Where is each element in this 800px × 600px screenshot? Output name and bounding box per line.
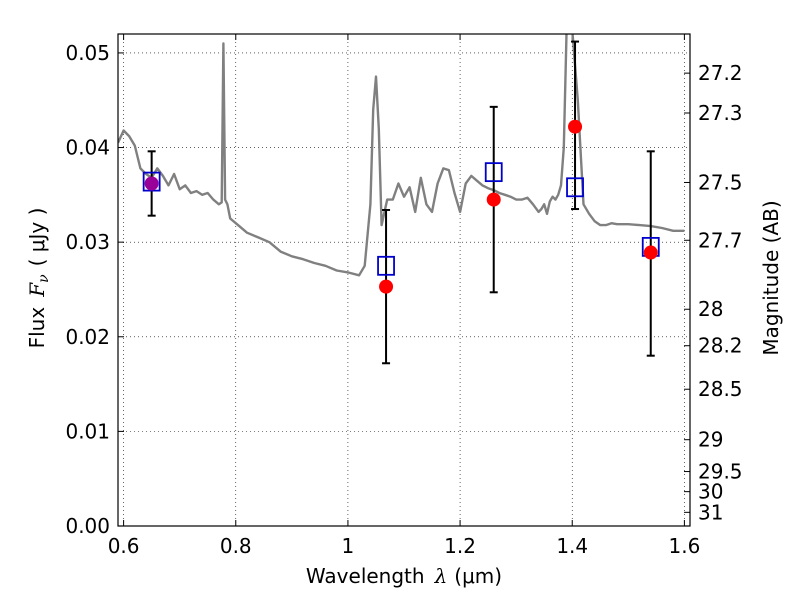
magnitude-tick-label: 30 <box>698 480 723 504</box>
y-tick-label: 0.00 <box>65 514 110 538</box>
x-axis-title: Wavelength λ (μm) <box>306 564 502 588</box>
model-photometry-square <box>566 177 584 198</box>
y-tick-label: 0.01 <box>65 419 110 443</box>
x-tick-label: 1 <box>342 534 355 558</box>
grid-lines <box>118 34 690 527</box>
x-tick-label: 0.6 <box>108 534 140 558</box>
observed-flux-point <box>144 176 159 191</box>
magnitude-axis-title: Magnitude (AB) <box>759 200 783 355</box>
model-spectrum-line <box>118 34 685 277</box>
x-tick-label: 1.4 <box>556 534 588 558</box>
magnitude-tick-label: 27.5 <box>698 170 743 194</box>
y-tick-label: 0.05 <box>65 41 110 65</box>
x-axis-ticks: 0.6 0.8 1 1.2 1.4 1.6 <box>108 34 700 558</box>
x-tick-label: 1.6 <box>668 534 700 558</box>
magnitude-tick-label: 28.2 <box>698 334 743 358</box>
plot-series <box>118 34 685 365</box>
observed-flux-point <box>379 279 394 294</box>
observed-flux-point <box>568 119 583 134</box>
magnitude-tick-label: 29.5 <box>698 460 743 484</box>
plot-frame <box>117 33 691 527</box>
model-photometry-square <box>142 171 161 192</box>
magnitude-tick-label: 27.7 <box>698 228 743 252</box>
y-tick-label: 0.02 <box>65 325 110 349</box>
magnitude-tick-label: 28.5 <box>698 377 743 401</box>
magnitude-tick-label: 31 <box>698 500 723 524</box>
magnitude-tick-label: 27.3 <box>698 101 743 125</box>
model-photometry-square <box>484 162 503 183</box>
y-axis-title: FluxFν( μJy ) <box>25 208 52 349</box>
model-photometry-square <box>377 255 395 276</box>
observed-flux-point <box>486 192 501 207</box>
magnitude-tick-label: 29 <box>698 428 723 452</box>
y-axis-ticks: 0.00 0.01 0.02 0.03 0.04 0.05 <box>65 41 124 538</box>
magnitude-tick-label: 28 <box>698 297 723 321</box>
magnitude-tick-label: 27.2 <box>698 61 743 85</box>
observed-flux-point <box>643 245 658 260</box>
y-tick-label: 0.03 <box>65 230 110 254</box>
x-tick-label: 1.2 <box>444 534 476 558</box>
y-tick-label: 0.04 <box>65 136 110 160</box>
x-tick-label: 0.8 <box>220 534 252 558</box>
